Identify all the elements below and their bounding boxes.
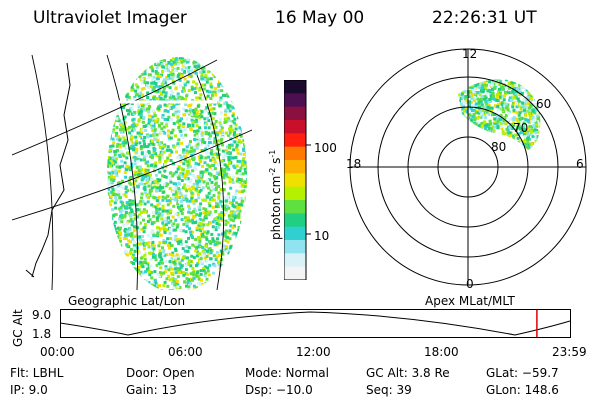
info-dsp: Dsp: −10.0: [245, 383, 313, 397]
info-glon: GLon: 148.6: [486, 383, 559, 397]
time-label: 22:26:31 UT: [432, 8, 537, 28]
gc-altitude-curve: [60, 311, 571, 336]
lat-label-60: 60: [536, 97, 552, 111]
timeline-xtick-1200: 12:00: [296, 345, 331, 359]
timeline-xtick-1800: 18:00: [424, 345, 459, 359]
coastline: [25, 62, 71, 278]
info-ip: IP: 9.0: [10, 383, 48, 397]
timeline-xtick-0600: 06:00: [168, 345, 203, 359]
info-glat: GLat: −59.7: [486, 366, 559, 380]
mlt-label-0: 0: [466, 277, 474, 291]
lat-label-70: 70: [513, 121, 529, 135]
timeline-ylabel: GC Alt: [11, 309, 25, 347]
info-gc-alt: GC Alt: 3.8 Re: [366, 366, 450, 380]
parallel-line: [12, 59, 218, 156]
date-label: 16 May 00: [275, 8, 365, 28]
parallel-line: [12, 129, 253, 221]
timeline-xtick-2359: 23:59: [552, 345, 587, 359]
info-gain: Gain: 13: [126, 383, 177, 397]
colorbar-tick-100: 100: [314, 141, 337, 155]
uv-emission-disk: [107, 57, 247, 290]
instrument-title: Ultraviolet Imager: [33, 8, 187, 28]
polar-plot: [349, 48, 587, 286]
gc-altitude-timeline: [60, 309, 571, 338]
colorbar-unit-label: photon cm-2 s-1: [268, 149, 283, 240]
meridian-line: [106, 54, 139, 290]
lat-label-80: 80: [491, 140, 507, 154]
timeline-ytick-1: 1.8: [32, 327, 52, 341]
mlt-label-6: 6: [576, 157, 584, 171]
colorbar-tick-10: 10: [314, 229, 330, 243]
timeline-xtick-0000: 00:00: [40, 345, 75, 359]
info-door: Door: Open: [126, 366, 195, 380]
geographic-map: [12, 54, 253, 290]
colorbar: [284, 80, 311, 280]
mlt-label-12: 12: [462, 47, 478, 61]
mlt-label-18: 18: [346, 157, 362, 171]
info-filter: Flt: LBHL: [10, 366, 64, 380]
apex-label: Apex MLat/MLT: [425, 294, 515, 308]
timeline-ytick-9: 9.0: [32, 308, 52, 322]
geographic-label: Geographic Lat/Lon: [68, 294, 186, 308]
info-mode: Mode: Normal: [245, 366, 329, 380]
meridian-line: [196, 74, 225, 290]
meridian-line: [31, 54, 54, 290]
info-seq: Seq: 39: [366, 383, 412, 397]
